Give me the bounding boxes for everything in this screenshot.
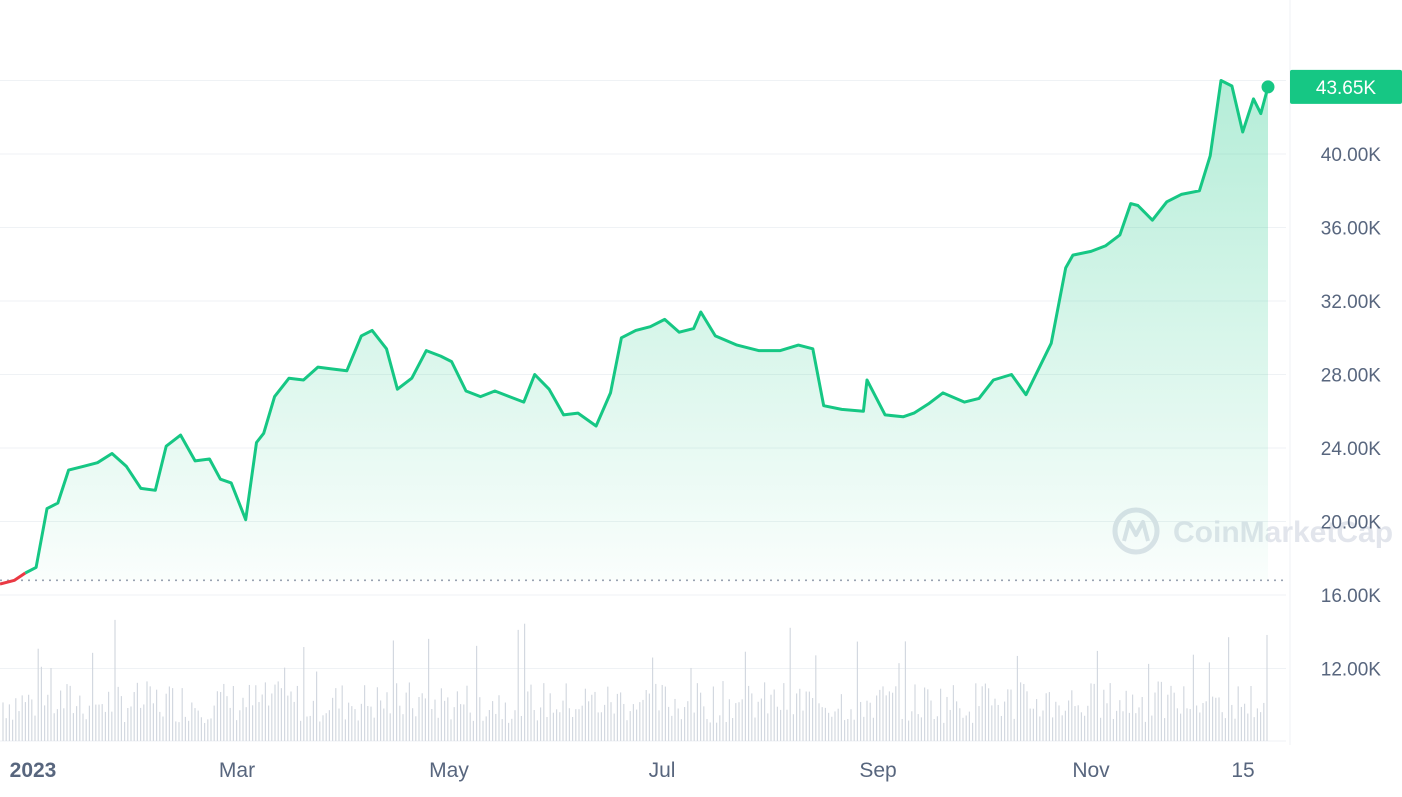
price-line-below-baseline xyxy=(0,571,27,586)
y-tick-label: 32.00K xyxy=(1321,292,1382,313)
y-tick-label: 12.00K xyxy=(1321,660,1382,681)
price-line-above-baseline xyxy=(24,79,1270,575)
x-tick-label: Mar xyxy=(219,759,255,782)
x-tick-label: Sep xyxy=(859,759,896,782)
y-tick-label: 40.00K xyxy=(1321,145,1382,166)
y-tick-label: 16.00K xyxy=(1321,586,1382,607)
x-tick-label: May xyxy=(429,759,469,782)
x-tick-label: 15 xyxy=(1231,759,1254,782)
x-tick-label: Jul xyxy=(649,759,676,782)
x-tick-label: 2023 xyxy=(10,759,57,782)
y-tick-label: 24.00K xyxy=(1321,439,1382,460)
y-axis: 12.00K 16.00K 20.00K 24.00K 28.00K 32.00K 36.0… xyxy=(1321,145,1382,681)
x-tick-label: Nov xyxy=(1072,759,1110,782)
price-line xyxy=(0,79,1270,586)
last-price-marker[interactable] xyxy=(1261,80,1275,94)
current-price-badge[interactable]: 43.65K xyxy=(1290,69,1402,104)
y-tick-label: 36.00K xyxy=(1321,219,1382,240)
x-axis: 2023 Mar May Jul Sep Nov 15 xyxy=(10,759,1255,782)
y-tick-label: 28.00K xyxy=(1321,366,1382,387)
current-price-label: 43.65K xyxy=(1316,78,1377,99)
current-price-badge-bg xyxy=(1290,69,1402,104)
y-tick-label: 20.00K xyxy=(1321,513,1382,534)
volume-bars xyxy=(2,619,1268,741)
